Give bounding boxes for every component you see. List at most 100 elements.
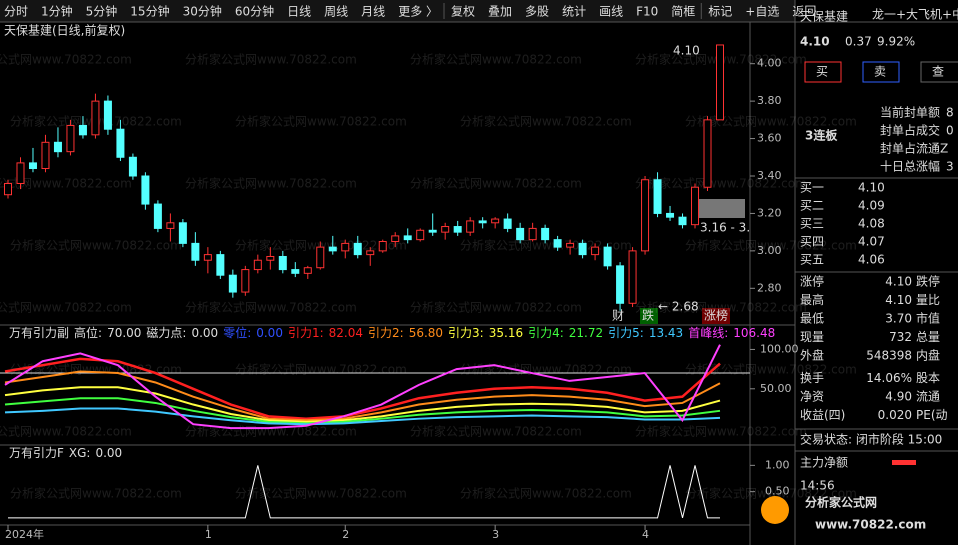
candle-body [41,141,50,170]
book-price: 4.10 [858,181,885,195]
candle-body [328,246,337,252]
toolbar-tab[interactable]: 5分钟 [86,4,118,19]
candle-body [553,239,562,248]
candle-body [603,246,612,267]
book-label: 买四 [800,235,824,249]
y-tick-label: 3.60 [757,132,782,145]
watermark: 分析家公式网www.70822.com [635,176,807,191]
indicator-line [4,386,721,423]
tag: 跌 [642,308,654,323]
toolbar-tab[interactable]: 叠加 [488,5,512,19]
candle-body [253,259,262,271]
time: 14:56 [800,479,835,493]
button[interactable] [920,61,958,83]
candle-body [316,246,325,269]
candle-body [566,242,575,248]
toolbar-tab[interactable]: 复权 [451,5,475,19]
header-item: 万有引力F [9,446,64,460]
header-item: 万有引力副 [9,326,69,340]
candle-body [353,242,362,256]
header-item: 70.00 [107,326,141,340]
stat-value: 0.020 [878,408,912,422]
button[interactable] [862,61,900,83]
date-label: 4 [642,528,649,541]
toolbar-tab[interactable]: 月线 [361,5,385,19]
toolbar-tab[interactable]: 30分钟 [183,4,222,19]
book-price: 4.07 [858,235,885,249]
stat-value: 4.90 [885,390,912,404]
candle-body [78,124,87,136]
header-item: 引力3: [448,326,484,340]
stat-label: 收益(四) [800,408,845,422]
indicator-header: 万有引力F XG: 0.00 [9,446,122,460]
candle-body [203,254,212,261]
watermark: 分析家公式网www.70822.com [635,424,807,439]
stat-value: 4.10 [885,275,912,289]
candle-body [628,250,637,304]
button[interactable] [804,61,842,83]
toolbar-tab[interactable]: 日线 [287,5,311,19]
toolbar-tab[interactable]: 画线 [599,5,623,19]
watermark: 分析家公式网www.70822.com [410,52,582,67]
header-item: 引力1: [288,326,324,340]
candle-body [616,265,625,304]
toolbar-tab[interactable]: 15分钟 [130,4,169,19]
status: 交易状态: 闭市阶段 15:00 [800,432,942,447]
y-tick-label: 100.00 [760,342,799,355]
button-label[interactable]: 查 [932,65,944,79]
watermark: 分析家公式网www.70822.com [235,486,407,501]
toolbar-tab[interactable]: 1分钟 [41,4,73,19]
seal-value: 3 [946,160,954,174]
toolbar-tab[interactable]: 多股 [525,5,549,19]
header-item: 高位: [74,325,102,340]
candle-body [366,250,375,256]
stat-label: 总量 [916,330,940,344]
stat-label: 最高 [800,292,824,307]
date-label: 3 [492,528,499,541]
stock-name: 天保基建 [800,10,848,24]
toolbar-tab[interactable]: 统计 [562,5,586,19]
watermark: 分析家公式网www.70822.com [460,114,632,129]
toolbar-tab[interactable]: 60分钟 [235,4,274,19]
y-tick-label: 3.20 [757,206,782,219]
candle-body [53,141,62,153]
button-label[interactable]: 买 [816,65,828,79]
date-label: 2 [342,528,349,541]
header-item: 35.16 [489,326,523,340]
candle-body [341,242,350,252]
toolbar-tab[interactable]: 更多 〉 [398,5,438,19]
seal-value: 8 [946,106,954,120]
stat-value: 4.10 [885,293,912,307]
stat-label: 股本 [916,371,940,385]
logo: 分析家公式网 [805,495,877,510]
book-label: 买五 [800,253,824,267]
candle-body [103,100,112,130]
candle-body [91,100,100,136]
stat-value: 3.70 [885,312,912,326]
watermark: 分析家公式网www.70822.com [185,300,357,315]
candle-body [466,220,475,233]
watermark: 分析家公式网www.70822.com [235,362,407,377]
y-tick-label: 1.00 [765,458,790,471]
watermark: 分析家公式网www.70822.com [460,238,632,253]
candle-body [28,162,37,170]
toolbar-tab[interactable]: 分时 [4,5,28,19]
toolbar-tab[interactable]: 标记 [708,5,732,19]
toolbar-tab[interactable]: F10 [636,5,658,19]
y-tick-label: 0.50 [765,485,790,498]
candle-body [178,222,187,244]
toolbar-tab[interactable]: 简框 [671,5,695,19]
toolbar-tab[interactable]: 周线 [324,5,348,19]
logo-icon [761,496,789,524]
toolbar-tab[interactable]: +自选 [745,5,779,19]
header-item: XG: [69,446,91,460]
stat-label: 外盘 [800,348,824,363]
seal-label: 封单占流通Z [880,141,948,156]
button-label[interactable]: 卖 [874,65,886,79]
candle-body [428,229,437,233]
toolbar-tab[interactable]: 返回 [792,5,816,19]
low-label: ← 2.68 [658,300,699,314]
stat-label: 流通 [916,390,940,404]
watermark: 分析家公式网www.70822.com [10,238,182,253]
watermark: 分析家公式网www.70822.com [235,238,407,253]
